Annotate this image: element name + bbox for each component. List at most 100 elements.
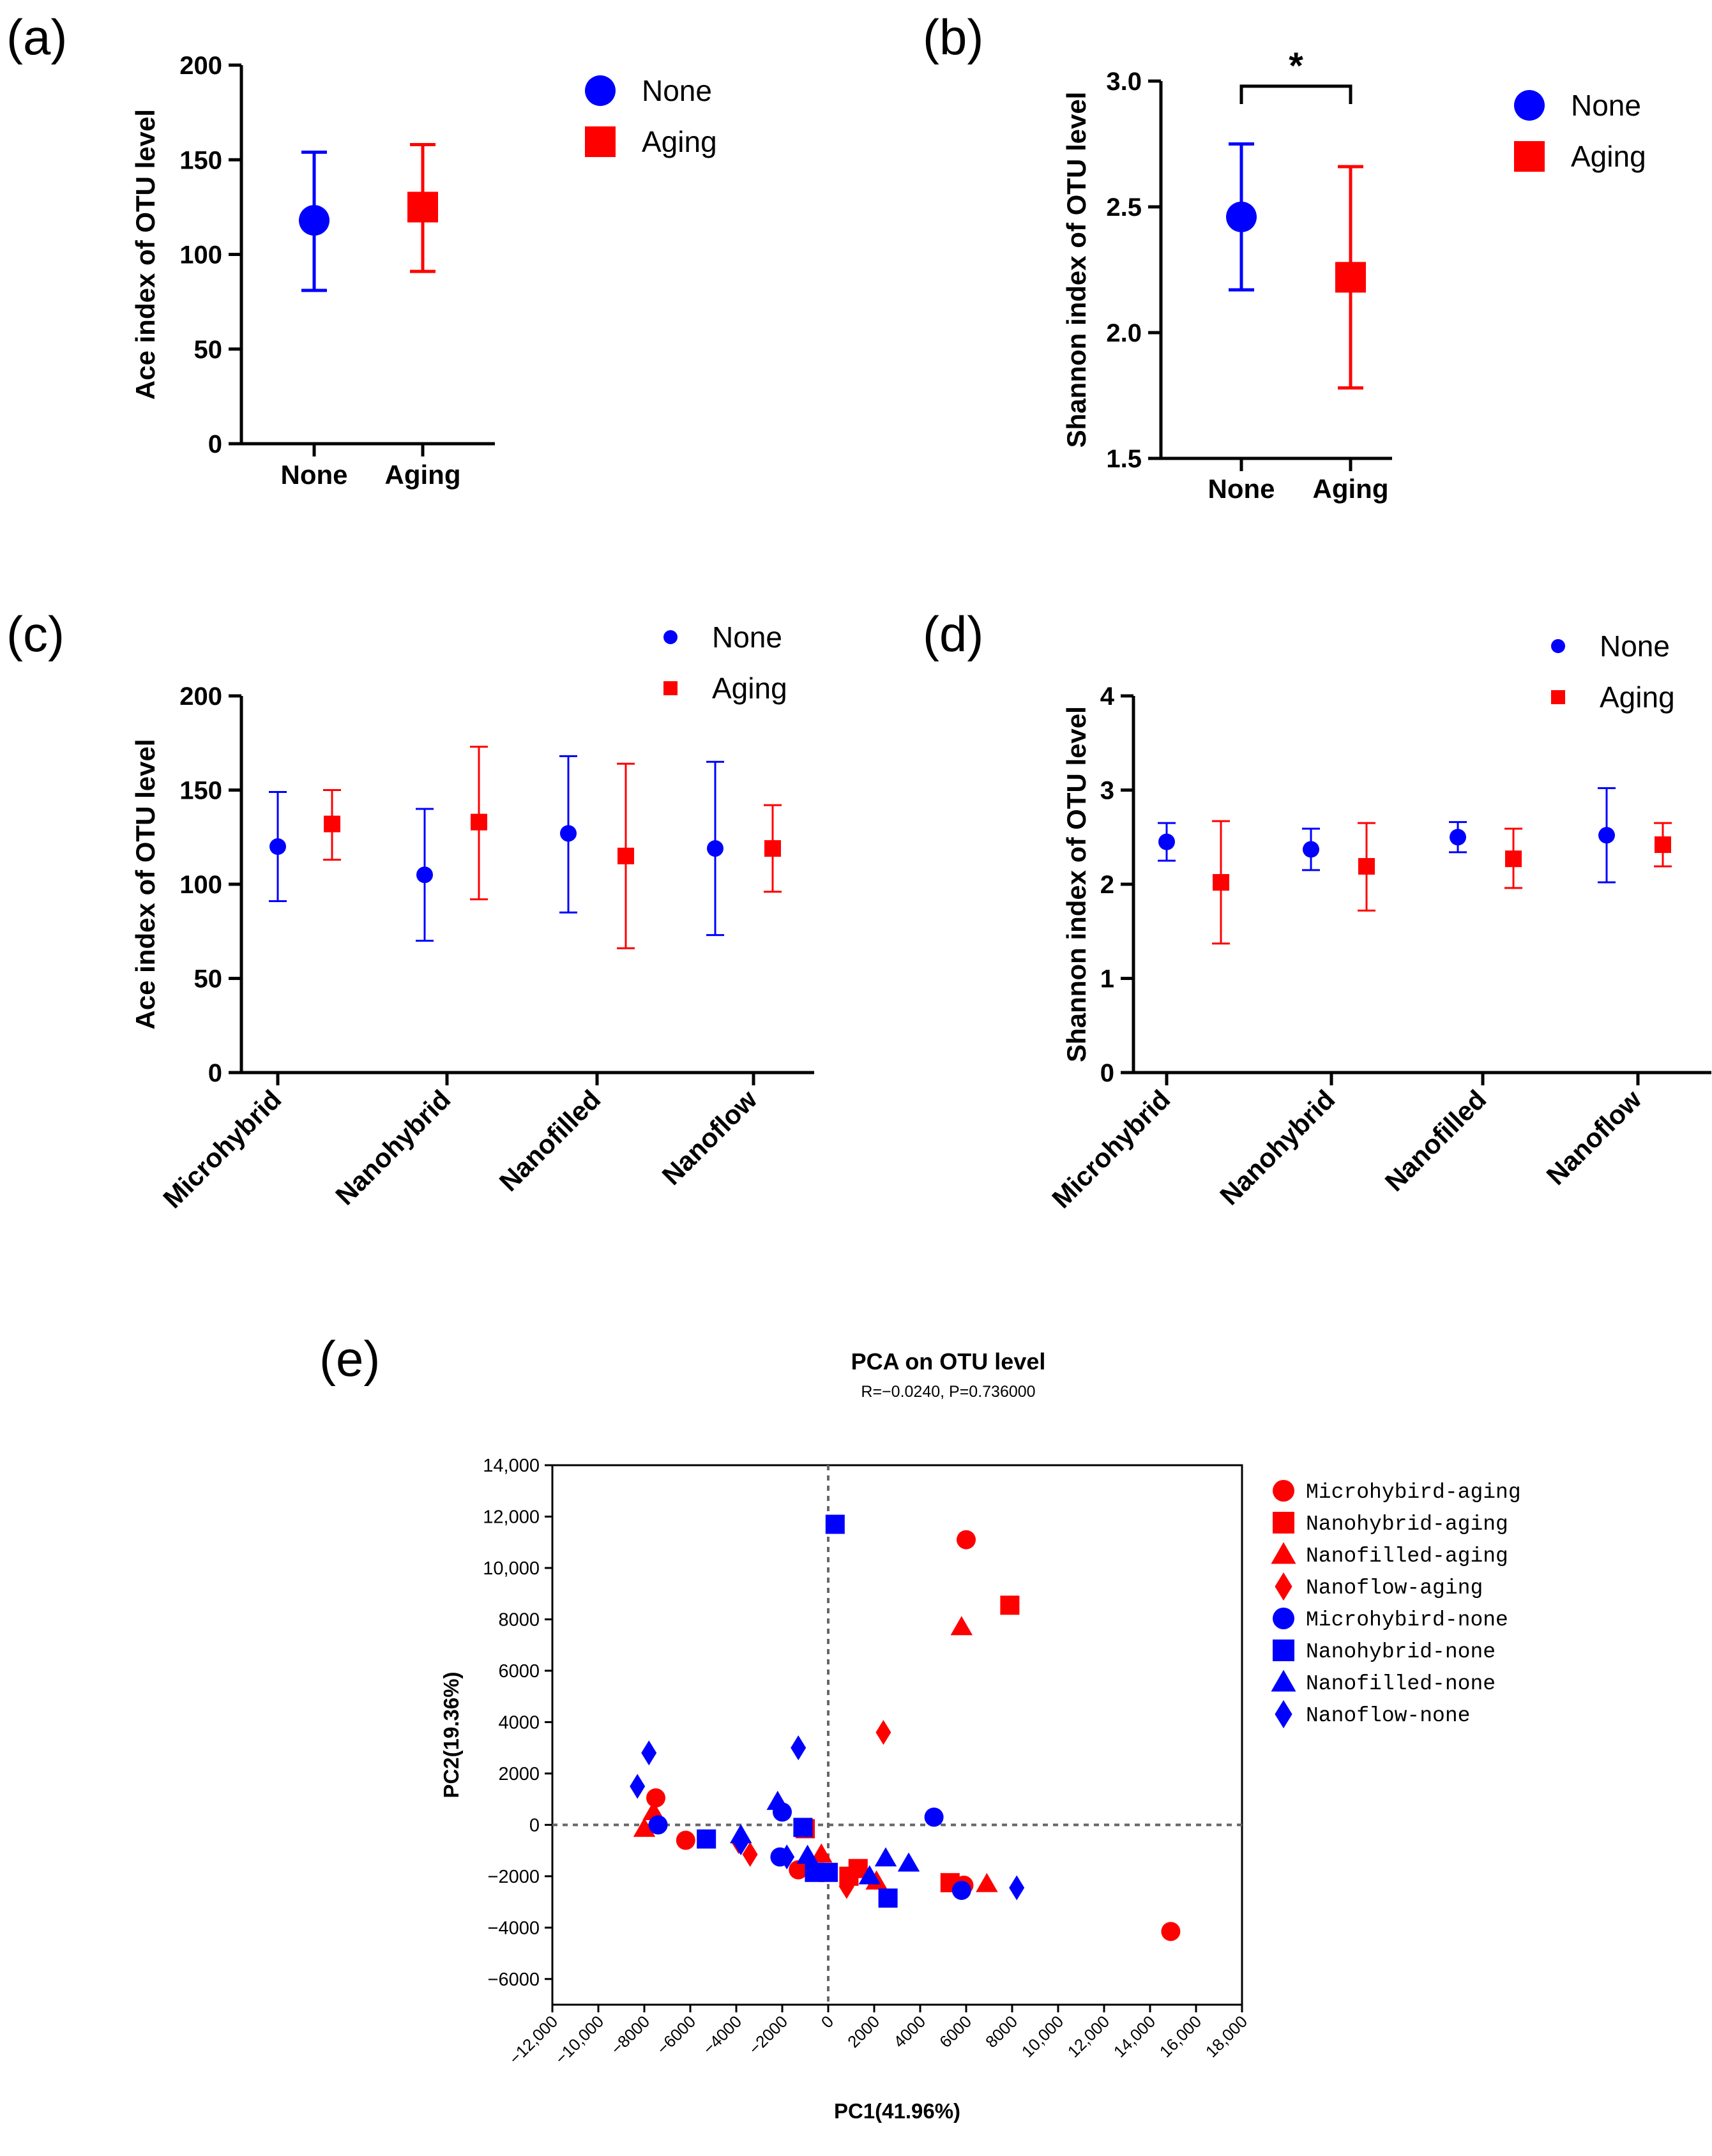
y-tick-label: 8000 <box>498 1609 540 1630</box>
data-point <box>707 840 723 857</box>
x-tick-label: Microhybrid <box>157 1084 287 1214</box>
data-point <box>733 1830 749 1855</box>
data-point <box>874 1847 897 1867</box>
legend-label: None <box>1600 629 1670 663</box>
y-tick-label: 6000 <box>498 1661 540 1682</box>
legend-label: None <box>712 621 782 654</box>
x-tick-label: Nanohybrid <box>1214 1084 1340 1210</box>
data-point <box>897 1852 920 1872</box>
x-tick-label: 12,000 <box>1064 2012 1113 2061</box>
series-nanohybrid-none <box>697 1514 898 1908</box>
data-point <box>793 1818 813 1837</box>
plot-frame <box>551 1464 1243 2006</box>
data-point <box>819 1862 838 1882</box>
data-point <box>1226 201 1257 232</box>
panel-label: (a) <box>6 9 67 65</box>
y-tick-label: 1.5 <box>1106 445 1142 473</box>
x-tick-label: 14,000 <box>1110 2012 1159 2061</box>
legend-label: Nanofilled-aging <box>1306 1544 1508 1568</box>
legend-marker <box>1271 1670 1296 1692</box>
x-tick-label: −2000 <box>745 2012 791 2058</box>
series-none <box>269 755 724 942</box>
data-point <box>957 1530 976 1549</box>
data-point <box>299 205 330 236</box>
data-point <box>1655 836 1671 854</box>
significance-bracket <box>1239 84 1352 104</box>
panel-b: (b) 1.5 2.0 2.5 3.0 Shannon index of OTU leve… <box>923 9 1646 504</box>
series-none <box>299 150 330 292</box>
y-axis-title: PC2(19.36%) <box>439 1671 463 1798</box>
x-tick-label: −6000 <box>653 2012 699 2058</box>
data-point <box>789 1860 808 1880</box>
x-tick-label: −10,000 <box>551 2012 607 2068</box>
legend-label: Microhybird-aging <box>1306 1481 1521 1504</box>
legend-label: Nanohybrid-aging <box>1306 1512 1508 1536</box>
legend-marker <box>1273 1512 1294 1534</box>
x-tick-label: 10,000 <box>1018 2012 1067 2061</box>
data-point <box>1450 829 1466 846</box>
data-point <box>633 1818 656 1837</box>
series-microhybird-aging <box>646 1530 1181 1941</box>
x-tick-label: 4000 <box>890 2012 929 2051</box>
data-point <box>1505 850 1522 868</box>
y-tick-label: 150 <box>179 777 222 805</box>
data-point <box>1158 833 1175 850</box>
data-point <box>791 1735 807 1761</box>
legend-label: Aging <box>712 672 787 705</box>
y-tick-label: 12,000 <box>483 1507 540 1527</box>
legend-marker <box>1551 639 1565 653</box>
x-tick-label: None <box>1208 474 1275 504</box>
x-tick-label: Nanohybrid <box>330 1084 456 1210</box>
data-point <box>779 1844 795 1870</box>
data-point <box>950 1616 973 1636</box>
y-tick-label: 4 <box>1100 682 1115 711</box>
y-tick-label: 2000 <box>498 1764 540 1784</box>
y-tick-label: 50 <box>194 965 223 993</box>
legend-marker <box>1514 90 1545 121</box>
legend-label: Nanohybrid-none <box>1306 1640 1496 1664</box>
legend-marker <box>1275 1572 1292 1601</box>
legend-label: Aging <box>1571 140 1646 173</box>
data-point <box>416 866 433 884</box>
x-tick-label: Nanoflow <box>656 1084 762 1191</box>
legend-label: Aging <box>642 125 717 158</box>
y-tick-label: 100 <box>179 871 222 899</box>
y-tick-label: 200 <box>179 52 222 80</box>
series-aging <box>1212 820 1672 945</box>
y-axis-title: Shannon index of OTU level <box>1061 92 1091 448</box>
y-axis-title: Shannon index of OTU level <box>1061 706 1091 1062</box>
y-tick-label: 0 <box>529 1815 540 1836</box>
data-point <box>269 838 286 855</box>
series-nanofilled-aging <box>633 1616 998 1892</box>
x-tick-label: Microhybrid <box>1046 1084 1176 1214</box>
x-tick-label: 18,000 <box>1202 2012 1251 2061</box>
legend-marker <box>585 75 616 106</box>
y-tick-label: 0 <box>1100 1059 1114 1087</box>
chart-subtitle: R=−0.0240, P=0.736000 <box>861 1383 1035 1401</box>
y-tick-label: 0 <box>208 1059 222 1087</box>
x-tick-label: −4000 <box>699 2012 745 2058</box>
data-point <box>878 1888 898 1908</box>
data-point <box>324 815 340 833</box>
series-none <box>1158 787 1616 884</box>
data-point <box>648 1815 668 1835</box>
data-point <box>838 1874 854 1899</box>
data-point <box>825 1514 845 1534</box>
x-tick-label: None <box>281 460 348 490</box>
x-tick-label: Nanofilled <box>494 1084 607 1197</box>
y-tick-label: 3 <box>1100 777 1114 805</box>
data-point <box>1161 1922 1181 1941</box>
data-point <box>646 1788 665 1808</box>
x-tick-label: 16,000 <box>1156 2012 1205 2061</box>
y-tick-label: 200 <box>179 682 222 711</box>
legend-marker <box>1514 141 1545 172</box>
chart-title: PCA on OTU level <box>851 1348 1046 1375</box>
y-tick-label: 0 <box>208 430 222 458</box>
legend-marker <box>1271 1542 1296 1564</box>
data-point <box>697 1829 716 1849</box>
y-tick-label: 50 <box>194 336 223 364</box>
data-point <box>1303 841 1319 858</box>
data-point <box>764 840 781 857</box>
legend-marker <box>1273 1640 1294 1661</box>
